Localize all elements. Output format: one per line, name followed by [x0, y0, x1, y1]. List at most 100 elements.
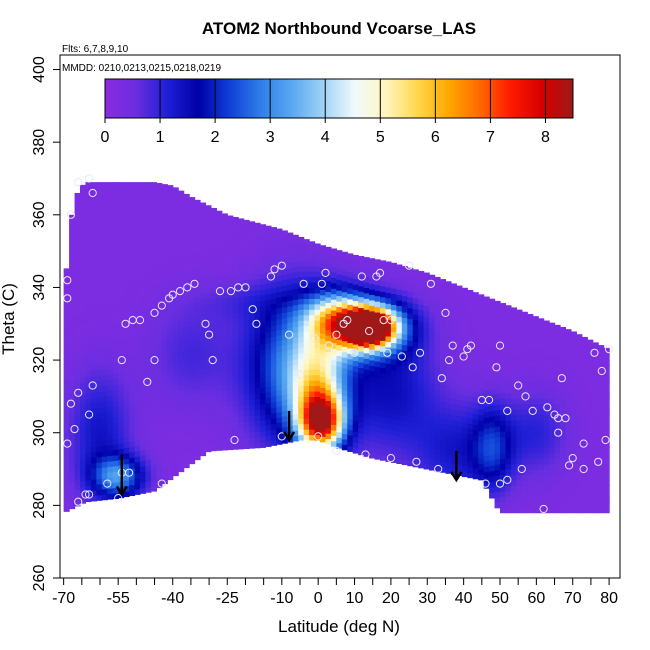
heat-cell [161, 358, 168, 365]
heat-cell [341, 251, 348, 255]
heat-cell [423, 294, 430, 301]
heat-cell [505, 343, 512, 350]
heat-cell [314, 374, 321, 381]
heat-cell [156, 438, 163, 445]
heat-cell [412, 412, 419, 419]
heat-cell [565, 370, 572, 378]
heat-cell [167, 228, 174, 235]
heat-cell [123, 447, 130, 454]
heat-cell [341, 335, 348, 342]
heat-cell [205, 266, 212, 273]
heat-cell [260, 262, 267, 269]
heat-cell [90, 440, 97, 447]
heat-cell [603, 370, 610, 378]
heat-cell [505, 430, 512, 437]
heat-cell [85, 408, 92, 415]
heat-cell [200, 352, 207, 359]
heat-cell [341, 406, 348, 413]
heat-cell [74, 440, 81, 447]
heat-cell [500, 403, 507, 410]
heat-cell [532, 360, 539, 367]
x-axis-label: Latitude (deg N) [278, 617, 400, 636]
heat-cell [232, 280, 239, 287]
heat-cell [107, 351, 114, 358]
heat-cell [336, 339, 343, 346]
heat-cell [221, 302, 228, 309]
heat-cell [527, 409, 534, 416]
heat-cell [369, 403, 376, 410]
colorbar-segment [275, 79, 279, 118]
heat-cell [227, 226, 234, 233]
heat-cell [521, 343, 528, 350]
heat-cell [249, 437, 256, 444]
heat-cell [472, 375, 479, 382]
heat-cell [576, 507, 583, 514]
heat-cell [505, 409, 512, 416]
heat-cell [156, 215, 163, 222]
heat-cell [90, 446, 97, 453]
heat-cell [189, 289, 196, 296]
heat-cell [369, 419, 376, 426]
heat-cell [123, 262, 130, 269]
heat-cell [494, 387, 501, 394]
sample-point [310, 334, 319, 343]
heat-cell [265, 435, 272, 442]
heat-cell [341, 351, 348, 358]
heat-cell [200, 417, 207, 424]
heat-cell [352, 409, 359, 416]
heat-cell [440, 341, 447, 348]
heat-cell [380, 362, 387, 369]
heat-cell [265, 326, 272, 333]
colorbar-segment [319, 79, 323, 118]
heat-cell [150, 256, 157, 263]
heat-cell [325, 285, 332, 293]
heat-cell [249, 333, 256, 340]
heat-cell [380, 443, 387, 450]
heat-cell [150, 224, 157, 231]
heat-cell [101, 379, 108, 386]
heat-cell [390, 331, 397, 338]
heat-cell [270, 407, 277, 414]
heat-cell [440, 357, 447, 364]
heat-cell [134, 347, 141, 354]
heat-cell [96, 369, 103, 376]
heat-cell [434, 432, 441, 439]
heat-cell [205, 205, 212, 207]
heat-cell [178, 269, 185, 276]
sample-point [514, 381, 523, 390]
heat-cell [145, 437, 152, 444]
heat-cell [200, 221, 207, 228]
heat-cell [483, 351, 490, 358]
heat-cell [456, 355, 463, 362]
heat-cell [281, 383, 288, 390]
heat-cell [336, 382, 343, 389]
heat-cell [565, 420, 572, 427]
heat-cell [521, 447, 528, 454]
heat-cell [418, 331, 425, 338]
heat-cell [369, 359, 376, 366]
heat-cell [221, 433, 228, 440]
heat-cell [549, 479, 556, 486]
heat-cell [85, 182, 92, 187]
heat-cell [527, 430, 534, 437]
heat-cell [129, 310, 136, 317]
heat-cell [156, 307, 163, 314]
heat-cell [134, 243, 141, 250]
heat-cell [189, 223, 196, 230]
heat-cell [101, 232, 108, 239]
heat-cell [385, 395, 392, 402]
heat-cell [183, 353, 190, 360]
heat-cell [221, 395, 228, 402]
heat-cell [145, 317, 152, 324]
heat-cell [178, 324, 185, 331]
heat-cell [390, 386, 397, 393]
heat-cell [80, 454, 87, 461]
heat-cell [412, 395, 419, 402]
heat-cell [369, 321, 376, 328]
heat-cell [543, 327, 550, 334]
heat-cell [118, 230, 125, 237]
heat-cell [118, 187, 125, 194]
heat-cell [549, 501, 556, 508]
heat-cell [549, 441, 556, 448]
heat-cell [538, 496, 545, 503]
